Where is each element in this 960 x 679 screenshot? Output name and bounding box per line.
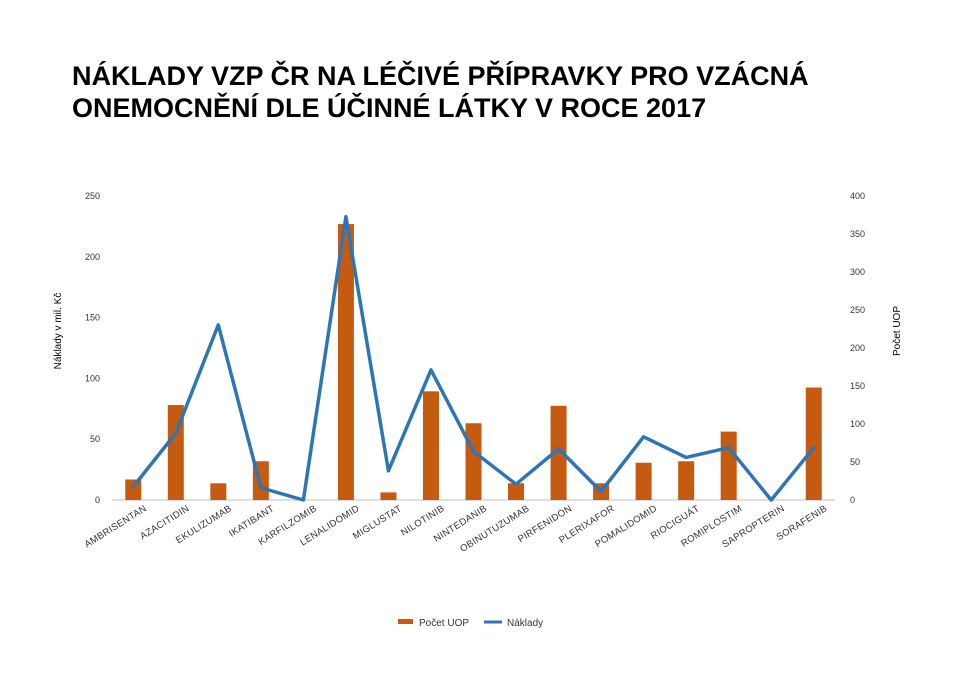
- legend-label-bars: Počet UOP: [419, 618, 469, 629]
- category-labels: AMBRISENTANAZACITIDINEKULIZUMABIKATIBANT…: [83, 503, 830, 555]
- bar-sorafenib: [805, 387, 822, 500]
- bar-miglustat: [380, 492, 397, 500]
- line-point-sorafenib: [812, 446, 816, 450]
- y-right-tick-label: 100: [850, 419, 865, 429]
- y-left-tick-label: 200: [85, 252, 100, 262]
- line-series: [131, 214, 816, 502]
- bar-nintedanib: [465, 423, 482, 500]
- y-right-tick-label: 350: [850, 229, 865, 239]
- bar-obinutuzumab: [508, 483, 525, 500]
- y-right-tick-label: 300: [850, 267, 865, 277]
- bar-nilotinib: [422, 391, 439, 500]
- legend-swatch-bars: [398, 619, 413, 624]
- bar-pomalidomid: [635, 462, 652, 500]
- y-axis-right-title: Počet UOP: [892, 306, 903, 356]
- bar-pirfenidon: [550, 405, 567, 500]
- line-point-ambrisentan: [131, 485, 135, 489]
- line-point-karfilzomib: [301, 498, 305, 502]
- bar-riociguát: [678, 461, 695, 500]
- x-tick-label: AMBRISENTAN: [83, 503, 149, 550]
- y-right-tick-label: 0: [850, 495, 855, 505]
- line-point-pomalidomid: [642, 435, 646, 439]
- y-left-tick-label: 100: [85, 373, 100, 383]
- y-left-tick-label: 250: [85, 191, 100, 201]
- y-right-tick-label: 150: [850, 381, 865, 391]
- line-point-romiplostim: [727, 446, 731, 450]
- y-left-tick-label: 50: [90, 434, 100, 444]
- bar-romiplostim: [720, 431, 737, 500]
- line-point-miglustat: [386, 469, 390, 473]
- y-left-tick-label: 0: [95, 495, 100, 505]
- line-point-obinutuzumab: [514, 482, 518, 486]
- line-point-nilotinib: [429, 368, 433, 372]
- y-left-tick-label: 150: [85, 313, 100, 323]
- chart-title-line-1: NÁKLADY VZP ČR NA LÉČIVÉ PŘÍPRAVKY PRO V…: [72, 61, 809, 91]
- line-point-lenalidomid: [344, 215, 348, 219]
- line-point-plerixafor: [599, 489, 603, 493]
- bar-lenalidomid: [337, 224, 354, 500]
- legend-label-line: Náklady: [507, 618, 543, 629]
- chart-title-line-2: ONEMOCNĚNÍ DLE ÚČINNÉ LÁTKY V ROCE 2017: [72, 93, 707, 123]
- bar-ambrisentan: [125, 479, 142, 500]
- y-right-tick-label: 400: [850, 191, 865, 201]
- line-point-ekulizumab: [216, 323, 220, 327]
- bar-azacitidin: [167, 405, 184, 500]
- y-right-tick-label: 250: [850, 305, 865, 315]
- line-point-azacitidin: [174, 431, 178, 435]
- y-axis-left-title: Náklady v mil. Kč: [53, 293, 64, 370]
- chart-title: NÁKLADY VZP ČR NA LÉČIVÉ PŘÍPRAVKY PRO V…: [72, 60, 912, 124]
- line-point-sapropterin: [769, 498, 773, 502]
- line-point-riociguát: [684, 455, 688, 459]
- bar-ekulizumab: [210, 483, 227, 500]
- line-point-pirfenidon: [557, 447, 561, 451]
- y-right-tick-label: 200: [850, 343, 865, 353]
- legend: Počet UOP Náklady: [398, 618, 543, 629]
- y-right-tick-label: 50: [850, 457, 860, 467]
- line-point-ikatibant: [259, 486, 263, 490]
- line-point-nintedanib: [472, 449, 475, 453]
